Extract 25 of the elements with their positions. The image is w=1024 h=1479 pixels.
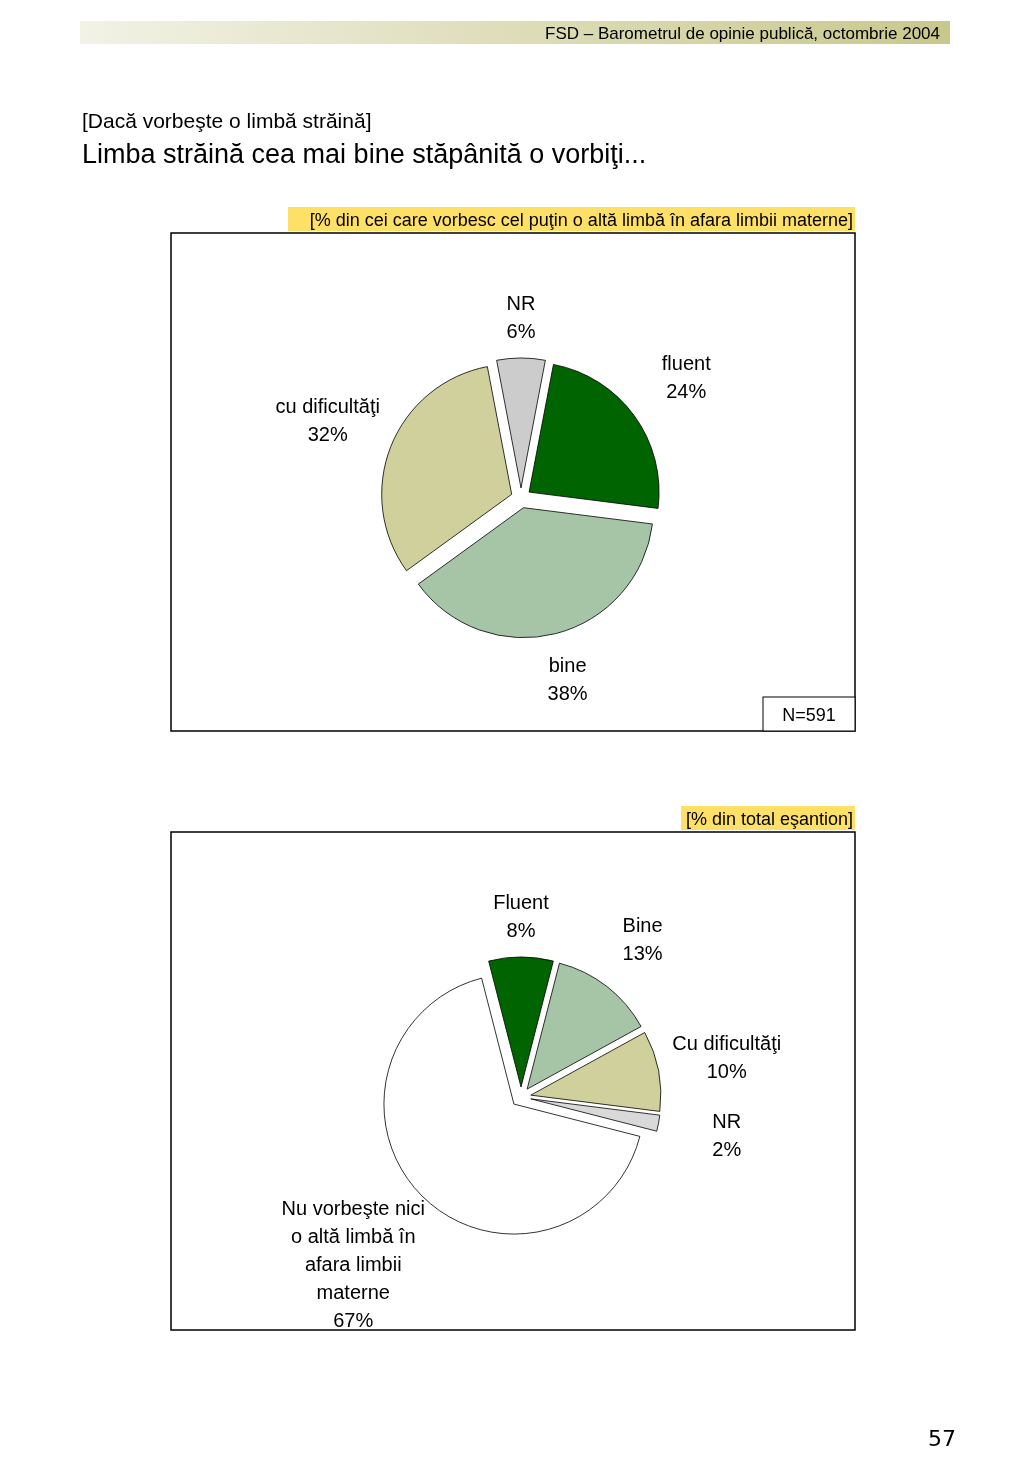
data-label: 8% <box>506 919 536 941</box>
data-label: 24% <box>666 379 707 402</box>
text: 57 <box>928 1426 956 1451</box>
data-label: 32% <box>307 423 348 446</box>
text: [% din total eşantion] <box>685 809 853 829</box>
slice-label: cu dificultăţi <box>275 395 380 418</box>
data-label: 67% <box>333 1308 374 1331</box>
chart-title: Limba străină cea mai bine stăpânită o vorbiţi... <box>82 139 647 169</box>
slice-label: Fluent <box>493 891 550 913</box>
slice-label: Bine <box>622 914 663 937</box>
data-label: 38% <box>547 681 588 704</box>
slice-label: NR <box>506 292 536 314</box>
slice-label: NR <box>712 1110 742 1133</box>
data-label: 6% <box>506 320 536 342</box>
slice-label: Cu dificultăţi <box>672 1031 782 1054</box>
data-label: 2% <box>712 1138 742 1161</box>
chart-subtitle: [Dacă vorbeşte o limbă străină] <box>82 109 372 132</box>
data-label: 10% <box>706 1059 747 1082</box>
slice-label: Nu vorbeşte nici o altă limbă în afara limbii materne <box>281 1196 425 1303</box>
slice-label: bine <box>548 653 587 676</box>
text: N=591 <box>782 705 836 725</box>
text: FSD – Barometrul de opinie publică, octombrie 2004 <box>545 24 940 43</box>
slice-label: fluent <box>661 351 712 374</box>
text: [% din cei care vorbesc cel puţin o altă limbă în afara limbii materne] <box>309 210 853 230</box>
data-label: 13% <box>622 942 663 965</box>
